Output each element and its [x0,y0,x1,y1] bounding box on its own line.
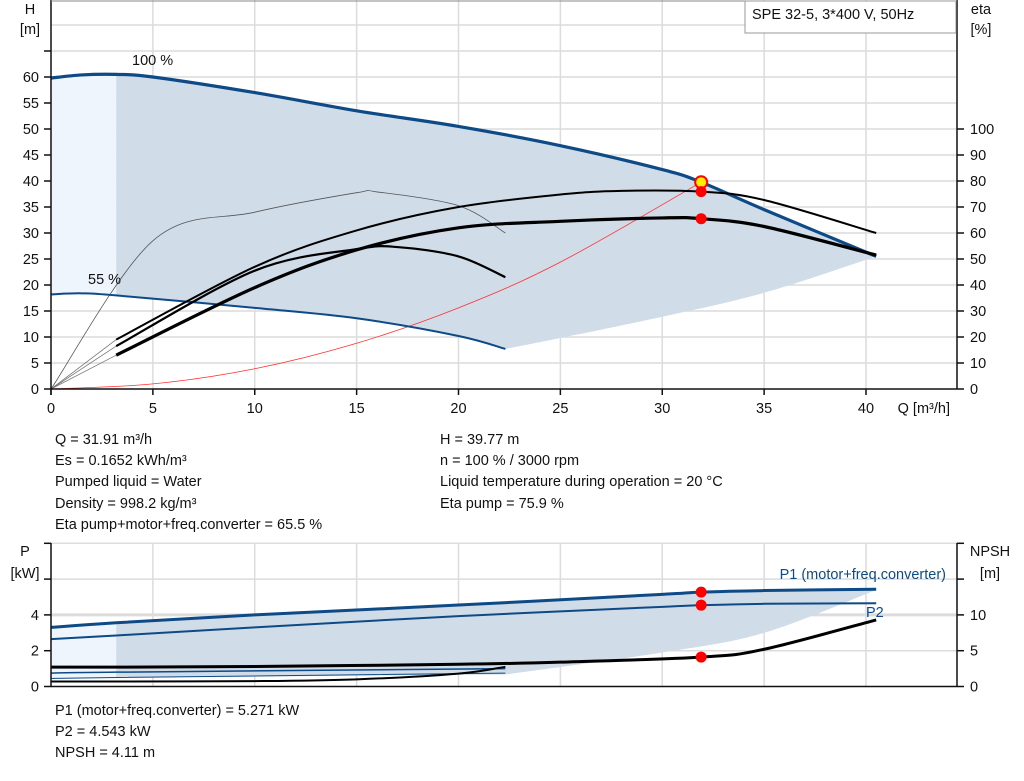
eta-extended-curve [50,189,506,390]
result-liquid: Pumped liquid = Water [55,474,202,490]
y-tick-label-right: 0 [970,382,978,398]
eta-total-curve [115,215,877,357]
origin-guide-line [50,354,117,390]
x-tick-label: 10 [247,401,263,417]
p1-curve [50,587,877,629]
pump-title: SPE 32-5, 3*400 V, 50Hz [752,7,915,23]
y-tick-label-left: 35 [23,200,39,216]
x-tick-label: 5 [149,401,157,417]
y-tick-label-right: 0 [970,680,978,696]
y-tick-label-left: 10 [23,330,39,346]
operating-point [695,186,707,198]
y-tick-label-left: 40 [23,174,39,190]
y-axis-title-right: NPSH [970,544,1010,560]
y-tick-label-right: 30 [970,304,986,320]
p1-55-curve [50,667,506,674]
y-tick-label-right: 50 [970,252,986,268]
head-curve-55 [50,292,506,350]
y-axis-title-right-unit: [m] [980,566,1000,582]
y-tick-label-left: 60 [23,70,39,86]
shade-light-region [51,74,117,296]
npsh-curve [50,618,877,669]
result-h: H = 39.77 m [440,432,520,448]
y-tick-label-left: 25 [23,252,39,268]
result-es: Es = 0.1652 kWh/m³ [55,453,187,469]
result-p2: P2 = 4.543 kW [55,724,151,740]
y-axis-title-left: P [20,544,30,560]
result-eta-pump: Eta pump = 75.9 % [440,496,564,512]
eta-pump-curve [115,189,877,341]
power-range-region [116,589,877,678]
speed-label-100: 100 % [132,53,173,69]
result-density: Density = 998.2 kg/m³ [55,496,197,512]
shade-light-region [51,622,117,679]
y-tick-label-left: 2 [31,644,39,660]
result-npsh: NPSH = 4.11 m [55,745,156,761]
y-tick-label-left: 45 [23,148,39,164]
x-tick-label: 0 [47,401,55,417]
operating-point [695,599,707,611]
y-tick-label-left: 20 [23,278,39,294]
y-tick-label-left: 5 [31,356,39,372]
operating-point [695,586,707,598]
head-curve-100 [50,72,877,258]
result-speed: n = 100 % / 3000 rpm [440,453,580,469]
x-axis-title: Q [m³/h] [898,401,950,417]
origin-guide-line [50,339,117,390]
p1-legend-label: P1 (motor+freq.converter) [780,567,946,583]
y-tick-label-right: 10 [970,608,986,624]
y-axis-title-right-unit: [%] [971,22,992,38]
y-tick-label-left: 15 [23,304,39,320]
npsh-55-curve [50,665,506,683]
y-tick-label-right: 10 [970,356,986,372]
x-tick-label: 35 [756,401,772,417]
y-tick-label-left: 0 [31,680,39,696]
y-axis-title-left: H [25,2,35,18]
x-tick-label: 30 [654,401,670,417]
result-p1: P1 (motor+freq.converter) = 5.271 kW [55,703,300,719]
y-axis-title-right: eta [971,2,992,18]
y-tick-label-right: 20 [970,330,986,346]
operating-point [695,213,707,225]
x-tick-label: 15 [349,401,365,417]
y-tick-label-right: 100 [970,122,994,138]
y-axis-title-left-unit: [kW] [11,566,40,582]
system-curve [50,181,702,390]
y-tick-label-left: 50 [23,122,39,138]
title-box [744,0,957,34]
y-tick-label-right: 70 [970,200,986,216]
x-tick-label: 20 [450,401,466,417]
result-eta-total: Eta pump+motor+freq.converter = 65.5 % [55,517,323,533]
y-axis-title-left-unit: [m] [20,22,40,38]
result-temperature: Liquid temperature during operation = 20… [440,474,723,490]
y-tick-label-right: 80 [970,174,986,190]
y-tick-label-left: 4 [31,608,39,624]
y-tick-label-right: 90 [970,148,986,164]
y-tick-label-left: 30 [23,226,39,242]
operating-range-region [116,74,877,349]
x-tick-label: 25 [552,401,568,417]
result-q: Q = 31.91 m³/h [55,432,153,448]
y-tick-label-right: 40 [970,278,986,294]
y-tick-label-right: 5 [970,644,978,660]
y-tick-label-right: 60 [970,226,986,242]
origin-guide-line [50,345,117,390]
p2-curve [50,602,877,641]
y-tick-label-left: 55 [23,96,39,112]
speed-label-55: 55 % [88,272,121,288]
p2-legend-label: P2 [866,605,884,621]
p2-55-curve [50,672,506,679]
x-tick-label: 40 [858,401,874,417]
y-tick-label-left: 0 [31,382,39,398]
operating-point [695,651,707,663]
